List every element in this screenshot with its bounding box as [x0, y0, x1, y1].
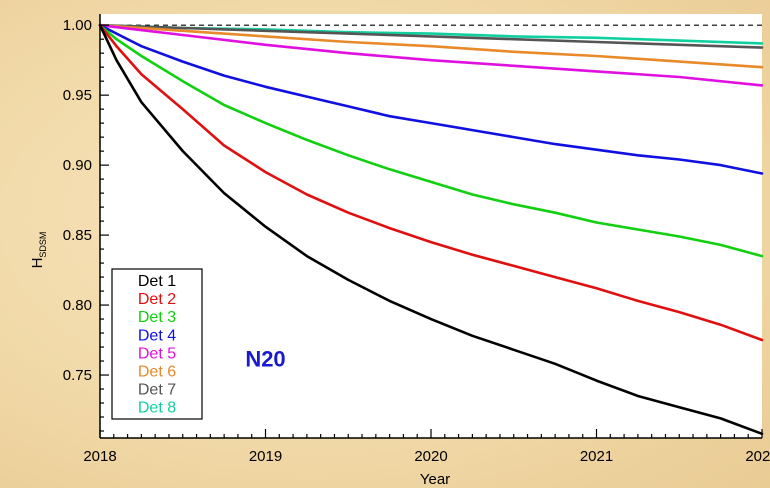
- y-tick-label: 0.80: [63, 297, 92, 314]
- x-tick-label: 2022: [745, 448, 770, 465]
- y-tick-label: 1.00: [63, 17, 92, 34]
- y-axis-label: HSDSM: [29, 232, 48, 269]
- legend-item-det-6: Det 6: [138, 364, 176, 381]
- legend-item-det-8: Det 8: [138, 400, 176, 417]
- x-tick-label: 2018: [83, 448, 116, 465]
- legend-item-det-5: Det 5: [138, 345, 176, 362]
- legend-item-det-7: Det 7: [138, 382, 176, 399]
- y-tick-label: 0.95: [63, 87, 92, 104]
- legend-item-det-2: Det 2: [138, 291, 176, 308]
- x-tick-label: 2019: [249, 448, 282, 465]
- y-tick-label: 0.75: [63, 367, 92, 384]
- svg-text:HSDSM: HSDSM: [29, 232, 48, 269]
- y-axis-label-main: H: [29, 258, 46, 269]
- y-tick-label: 0.85: [63, 227, 92, 244]
- x-axis-label: Year: [420, 471, 450, 488]
- y-tick-label: 0.90: [63, 157, 92, 174]
- legend-item-det-4: Det 4: [138, 327, 176, 344]
- legend-item-det-1: Det 1: [138, 273, 176, 290]
- x-tick-label: 2020: [414, 448, 447, 465]
- y-axis-label-sub: SDSM: [38, 232, 48, 258]
- annotation-n20: N20: [245, 347, 285, 372]
- legend-item-det-3: Det 3: [138, 309, 176, 326]
- x-tick-label: 2021: [580, 448, 613, 465]
